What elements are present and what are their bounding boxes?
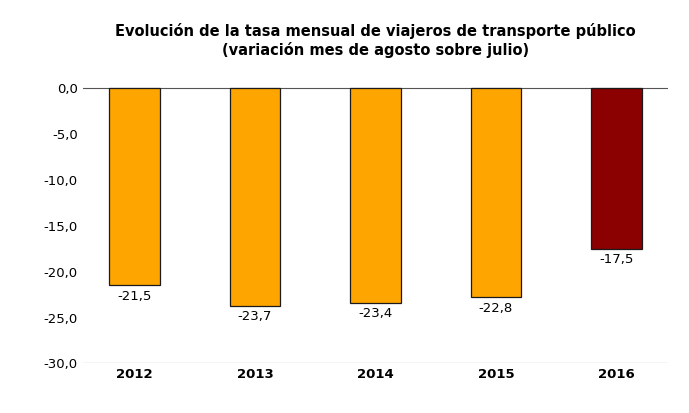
- Title: Evolución de la tasa mensual de viajeros de transporte público
(variación mes de: Evolución de la tasa mensual de viajeros…: [115, 23, 636, 58]
- Text: -17,5: -17,5: [599, 253, 634, 266]
- Text: -23,4: -23,4: [358, 307, 393, 320]
- Bar: [471, 88, 522, 297]
- Bar: [110, 88, 160, 285]
- Bar: [350, 88, 401, 303]
- Text: -21,5: -21,5: [117, 290, 152, 303]
- Text: -23,7: -23,7: [238, 310, 272, 323]
- Text: -22,8: -22,8: [479, 302, 513, 315]
- Bar: [229, 88, 280, 306]
- Bar: [591, 88, 641, 249]
